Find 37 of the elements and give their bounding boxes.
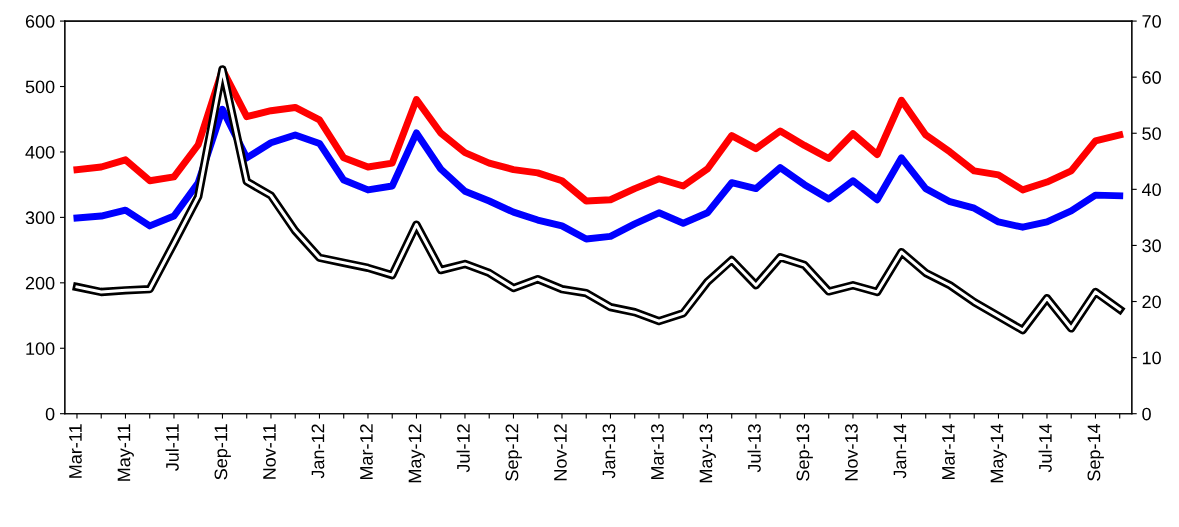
x-tick-label: May-14 bbox=[990, 423, 1007, 483]
x-tick-label: Sep-11 bbox=[214, 424, 231, 480]
y2-tick-label: 60 bbox=[1142, 71, 1161, 84]
x-tick-label: Mar-13 bbox=[651, 424, 664, 480]
y2-tick-label: 50 bbox=[1142, 127, 1161, 140]
x-tick-label: Jan-13 bbox=[602, 424, 616, 479]
x-tick-label: Mar-14 bbox=[942, 423, 955, 480]
y2-tick-label: 30 bbox=[1142, 239, 1161, 253]
x-tick-label: May-13 bbox=[699, 424, 716, 483]
x-tick-label: May-12 bbox=[408, 424, 425, 483]
x-tick-label: Sep-14 bbox=[1087, 423, 1104, 481]
x-tick-label: Jan-14 bbox=[893, 423, 907, 479]
y-tick-label: 500 bbox=[25, 80, 55, 94]
y-tick-label: 0 bbox=[45, 407, 55, 421]
x-tick-label: Jul-13 bbox=[747, 424, 761, 473]
x-tick-label: Jul-14 bbox=[1038, 423, 1052, 473]
x-tick-label: Sep-12 bbox=[505, 424, 522, 481]
y-tick-label: 600 bbox=[25, 15, 55, 28]
y2-tick-label: 10 bbox=[1142, 351, 1161, 365]
x-tick-label: May-11 bbox=[117, 424, 134, 481]
y2-tick-label: 0 bbox=[1142, 407, 1151, 421]
x-tick-label: Mar-11 bbox=[69, 424, 82, 478]
x-tick-label: Jul-11 bbox=[165, 424, 179, 471]
y-tick-label: 300 bbox=[25, 211, 55, 225]
y-tick-label: 100 bbox=[26, 342, 55, 355]
y2-tick-label: 20 bbox=[1142, 295, 1161, 309]
y2-tick-label: 40 bbox=[1141, 183, 1161, 197]
y2-tick-label: 70 bbox=[1142, 15, 1161, 28]
x-tick-label: Nov-13 bbox=[845, 424, 858, 481]
x-tick-label: Nov-11 bbox=[263, 424, 276, 479]
x-tick-label: Jul-12 bbox=[456, 424, 470, 473]
x-tick-label: Sep-13 bbox=[796, 424, 813, 481]
y-tick-label: 200 bbox=[25, 276, 55, 290]
x-tick-label: Nov-12 bbox=[554, 424, 567, 481]
y-tick-label: 400 bbox=[25, 145, 55, 159]
x-tick-label: Jan-12 bbox=[311, 424, 325, 479]
x-tick-label: Mar-12 bbox=[360, 424, 373, 480]
